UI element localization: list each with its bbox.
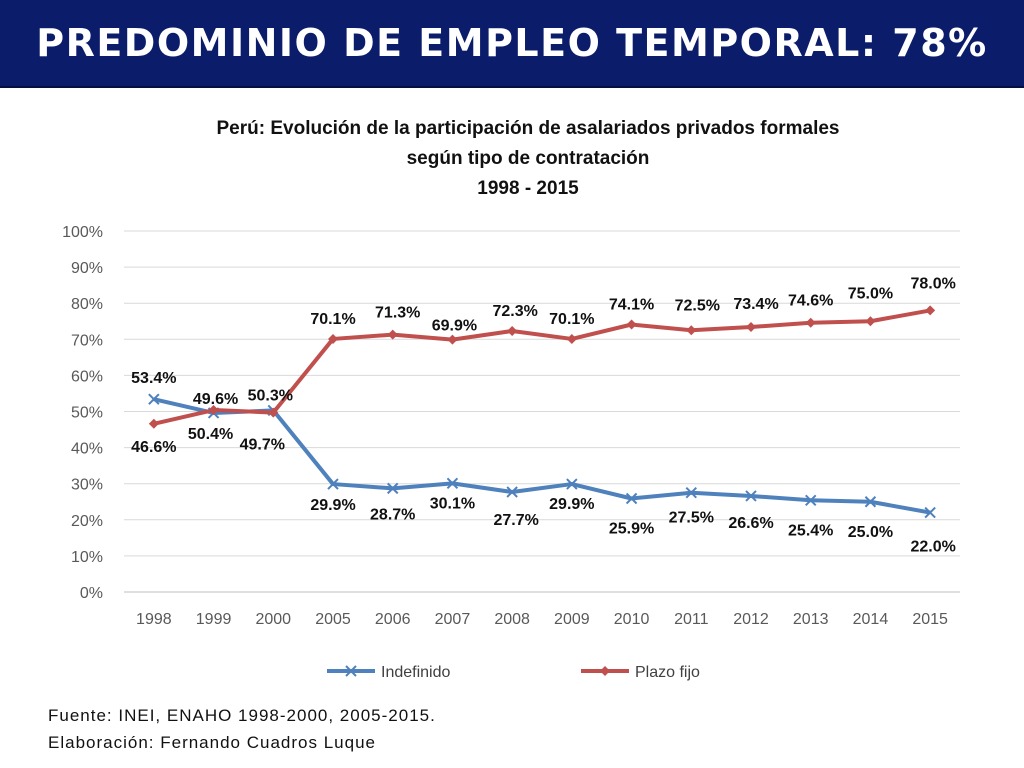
x-tick-label: 1998 (136, 611, 172, 628)
y-tick-label: 50% (71, 405, 103, 422)
data-label: 25.4% (788, 522, 833, 539)
data-label: 49.6% (193, 391, 238, 408)
data-point (626, 319, 637, 330)
data-point (387, 482, 399, 495)
data-label: 27.5% (669, 510, 714, 527)
chart-title-line: 1998 - 2015 (477, 178, 579, 199)
data-label: 29.9% (310, 497, 355, 514)
data-point (745, 490, 757, 502)
y-tick-label: 0% (80, 585, 103, 602)
data-point (447, 334, 458, 345)
x-tick-label: 2010 (614, 611, 650, 628)
x-tick-label: 2011 (674, 611, 709, 628)
data-label: 49.7% (240, 437, 285, 454)
data-label: 72.5% (675, 297, 720, 314)
data-label: 25.0% (848, 524, 893, 541)
y-tick-label: 70% (71, 332, 103, 349)
chart-title-line: Perú: Evolución de la participación de a… (217, 118, 840, 139)
x-tick-label: 2015 (912, 611, 948, 628)
page-title: PREDOMINIO DE EMPLEO TEMPORAL: 78% (36, 21, 988, 65)
series-line-plazo-fijo (153, 308, 931, 426)
data-point (566, 333, 577, 344)
x-tick-label: 2013 (793, 611, 829, 628)
data-label: 70.1% (310, 311, 355, 328)
y-tick-label: 60% (71, 368, 103, 385)
data-point (507, 325, 518, 336)
data-label: 22.0% (910, 539, 955, 556)
x-tick-label: 2000 (255, 611, 291, 628)
data-label: 73.4% (733, 296, 778, 313)
source-note: Fuente: INEI, ENAHO 1998-2000, 2005-2015… (48, 706, 436, 725)
data-label: 28.7% (370, 506, 415, 523)
data-label: 69.9% (432, 318, 477, 335)
data-label: 46.6% (131, 439, 176, 456)
x-tick-label: 2012 (733, 611, 769, 628)
data-label: 78.0% (910, 275, 955, 292)
data-point (746, 322, 756, 333)
line-chart: Perú: Evolución de la participación de a… (62, 118, 960, 681)
data-point (328, 333, 338, 344)
x-tick-label: 2005 (315, 611, 351, 628)
data-label: 29.9% (549, 496, 594, 513)
data-point (805, 494, 817, 507)
data-point (148, 418, 159, 429)
data-point (566, 478, 578, 490)
data-point (506, 486, 518, 498)
data-point (924, 506, 936, 519)
series-line-indefinido (153, 397, 931, 515)
x-tick-label: 2007 (435, 611, 471, 628)
author-note: Elaboración: Fernando Cuadros Luque (48, 733, 376, 752)
legend-marker (600, 666, 610, 676)
y-tick-label: 10% (71, 549, 103, 566)
y-tick-label: 100% (62, 224, 103, 241)
x-tick-label: 2014 (853, 611, 889, 628)
data-point (925, 305, 936, 316)
data-point (864, 496, 877, 508)
x-tick-label: 2008 (494, 611, 530, 628)
data-label: 74.1% (609, 296, 654, 313)
title-banner: PREDOMINIO DE EMPLEO TEMPORAL: 78% (0, 0, 1024, 88)
data-label: 75.0% (848, 285, 893, 302)
data-point (805, 317, 816, 328)
data-label: 72.3% (492, 303, 537, 320)
x-tick-label: 2009 (554, 611, 590, 628)
data-label: 27.7% (493, 512, 538, 529)
y-tick-label: 90% (71, 260, 103, 277)
data-point (327, 478, 339, 490)
data-point (387, 329, 398, 340)
y-tick-label: 30% (71, 477, 103, 494)
legend-label: Indefinido (381, 664, 450, 681)
x-tick-label: 1999 (196, 611, 232, 628)
data-point (148, 393, 160, 405)
y-tick-label: 20% (71, 513, 103, 530)
legend-marker (345, 665, 357, 677)
data-point (268, 407, 279, 418)
data-point (865, 316, 876, 327)
data-point (446, 477, 459, 490)
data-label: 70.1% (549, 311, 594, 328)
data-label: 53.4% (131, 370, 176, 387)
data-point (208, 405, 219, 416)
data-label: 26.6% (728, 515, 773, 532)
data-label: 30.1% (430, 495, 475, 512)
data-point (625, 492, 638, 505)
data-label: 74.6% (788, 293, 833, 310)
y-tick-label: 80% (71, 296, 103, 313)
legend-label: Plazo fijo (635, 664, 700, 681)
y-tick-label: 40% (71, 441, 103, 458)
data-point (686, 325, 697, 336)
data-label: 50.3% (248, 387, 293, 404)
x-tick-label: 2006 (375, 611, 411, 628)
data-label: 25.9% (609, 521, 654, 538)
data-label: 71.3% (375, 305, 420, 322)
data-point (685, 487, 697, 499)
chart-title-line: según tipo de contratación (407, 148, 650, 169)
data-label: 50.4% (188, 426, 233, 443)
